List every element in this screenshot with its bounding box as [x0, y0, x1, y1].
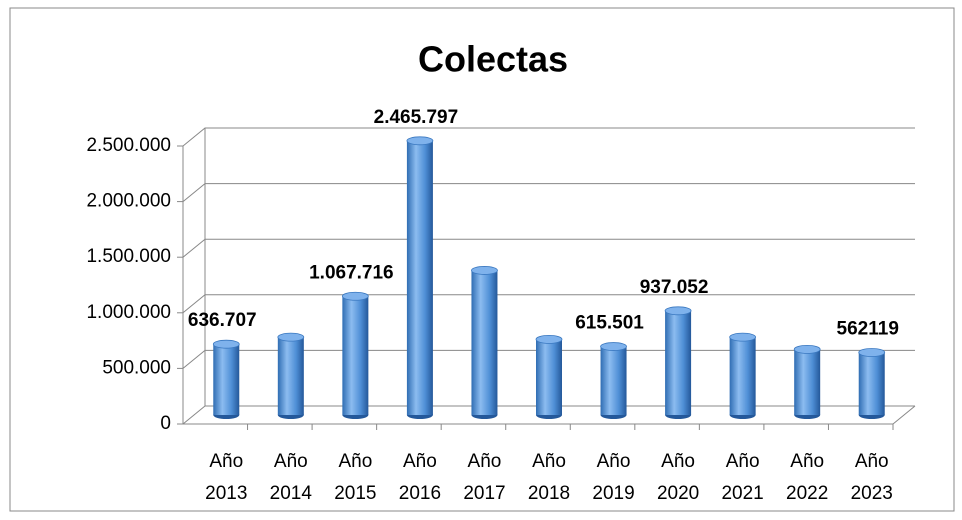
x-tick-label: Año 2013	[205, 451, 247, 504]
y-tick-label: 2.000.000	[86, 191, 171, 212]
x-tick-label: Año 2015	[334, 451, 376, 504]
y-tick-label: 0	[160, 413, 171, 434]
floor-right	[892, 405, 916, 425]
x-tick-label: Año 2021	[721, 451, 763, 504]
data-label: 562119	[837, 319, 899, 340]
y-tick-label: 1.000.000	[86, 302, 171, 323]
x-tick-label: Año 2023	[851, 451, 893, 504]
bar	[471, 270, 498, 415]
data-label: 615.501	[575, 313, 644, 334]
x-tick-label: Año 2022	[786, 451, 828, 504]
grid-line	[182, 294, 915, 314]
bar	[600, 346, 627, 415]
bar-top	[341, 291, 369, 301]
grid-line	[182, 127, 915, 147]
bar-top	[858, 348, 886, 357]
bar	[213, 344, 240, 415]
x-tick-label: Año 2016	[399, 451, 441, 504]
bar-top	[535, 334, 563, 344]
grid-line	[182, 183, 915, 202]
data-label: 2.465.797	[374, 107, 459, 128]
bar-top	[212, 339, 240, 349]
data-label: 937.052	[640, 277, 709, 298]
bar-top	[471, 266, 498, 275]
bar	[665, 310, 692, 415]
bar	[342, 296, 369, 415]
bar-top	[664, 306, 692, 316]
bar-top	[277, 332, 305, 342]
x-tick-label: Año 2014	[270, 451, 313, 504]
data-label: 636.707	[188, 310, 257, 331]
x-tick-label: Año 2020	[657, 451, 699, 504]
grid-line	[182, 238, 915, 258]
bar	[277, 337, 304, 415]
bar-top	[406, 136, 434, 146]
y-tick-label: 2.500.000	[86, 135, 171, 156]
bar	[406, 140, 433, 415]
x-tick-label: Año 2018	[528, 451, 570, 504]
bar-top	[729, 332, 757, 342]
bar-top	[793, 344, 821, 354]
chart-title: Colectas	[418, 39, 568, 80]
bar	[858, 352, 885, 415]
bar	[729, 337, 756, 415]
x-tick-label: Año 2019	[592, 451, 634, 504]
x-tick-label: Año 2017	[463, 451, 505, 504]
bar	[794, 349, 821, 415]
bar	[536, 339, 562, 415]
y-tick-label: 500.000	[102, 357, 171, 378]
chart-border	[9, 7, 955, 512]
data-label: 1.067.716	[309, 262, 394, 283]
y-tick-label: 1.500.000	[86, 246, 171, 267]
bar-top	[600, 342, 627, 351]
